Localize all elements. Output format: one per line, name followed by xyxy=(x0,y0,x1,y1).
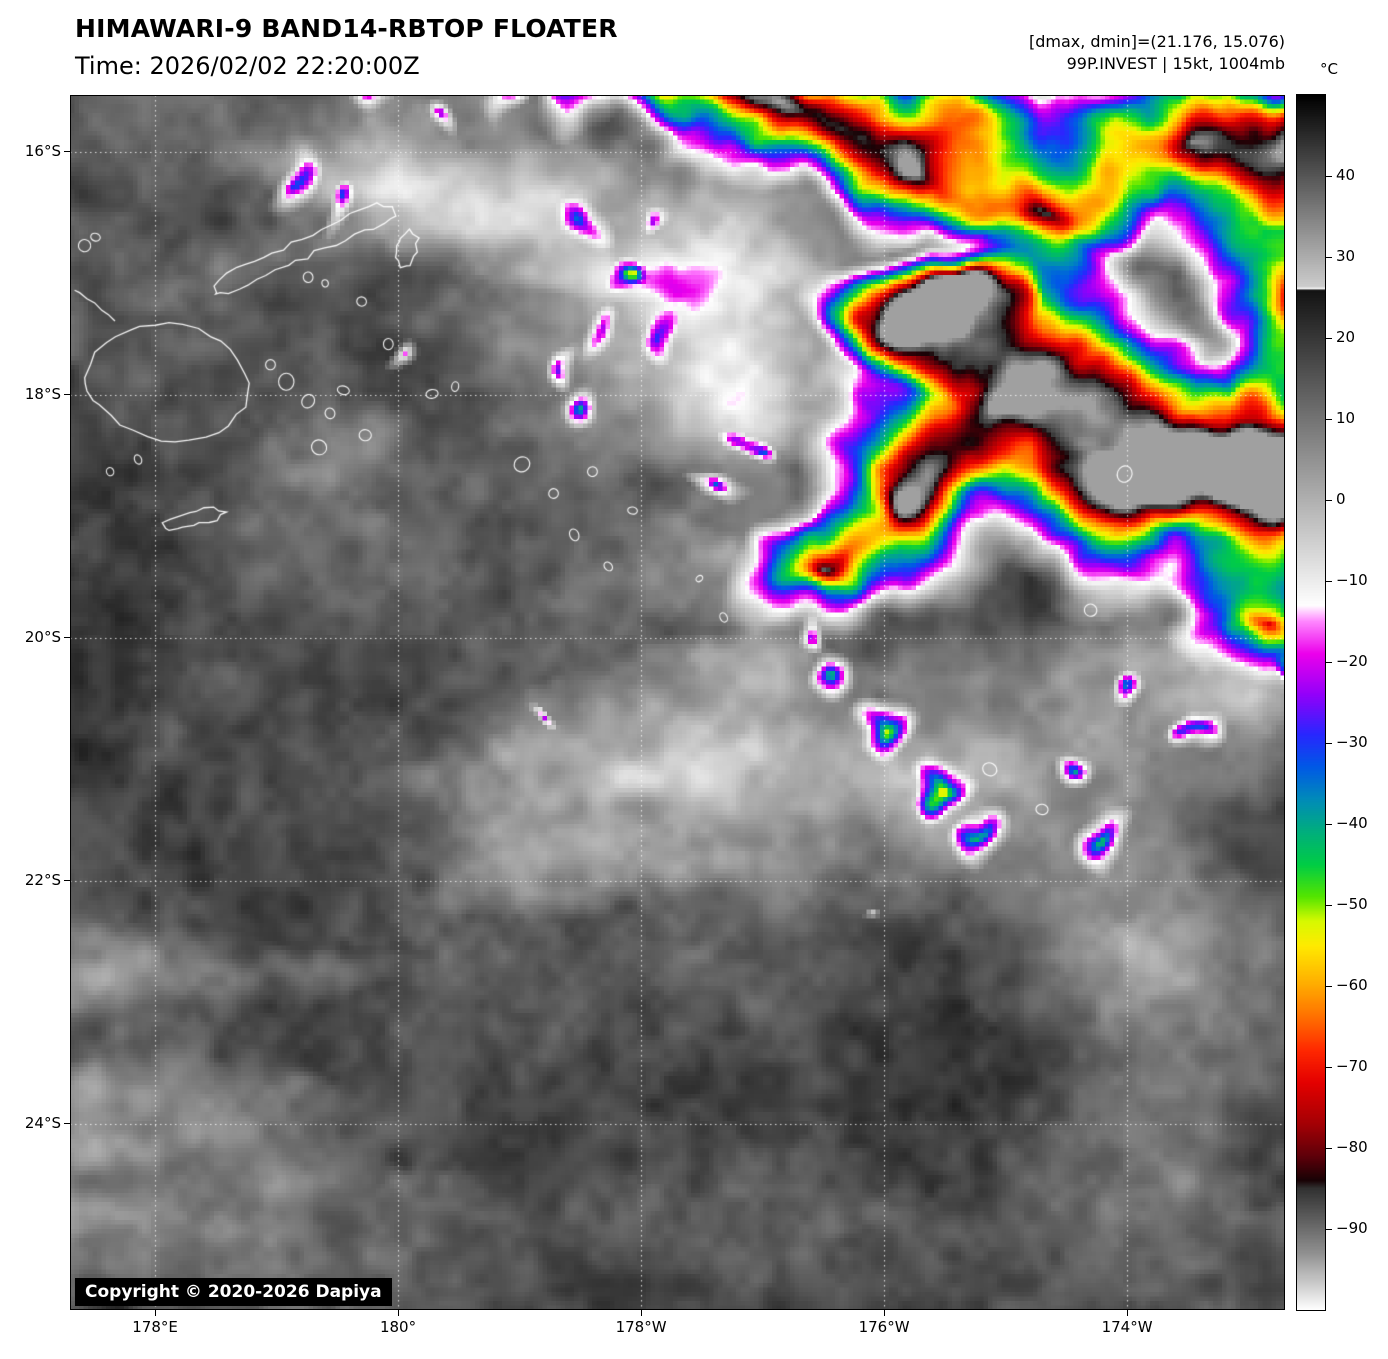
colorbar-tick-mark xyxy=(1326,1066,1332,1068)
lon-tick-mark xyxy=(883,1310,885,1316)
colorbar-tick-label: −20 xyxy=(1336,652,1368,670)
lon-axis-label: 180° xyxy=(379,1318,417,1336)
product-timestamp: Time: 2026/02/02 22:20:00Z xyxy=(75,52,420,80)
colorbar-tick-mark xyxy=(1326,1228,1332,1230)
lat-tick-mark xyxy=(64,637,70,639)
lon-axis-label: 174°W xyxy=(1101,1318,1153,1336)
lon-tick-mark xyxy=(154,1310,156,1316)
colorbar-tick-label: 30 xyxy=(1336,247,1356,265)
colorbar-tick-label: 10 xyxy=(1336,409,1356,427)
colorbar-gradient-canvas xyxy=(1297,95,1325,1310)
colorbar-tick-label: −90 xyxy=(1336,1219,1368,1237)
colorbar-tick-mark xyxy=(1326,904,1332,906)
lat-tick-mark xyxy=(64,394,70,396)
lon-axis-label: 178°E xyxy=(132,1318,178,1336)
colorbar xyxy=(1296,94,1326,1311)
lon-axis-label: 178°W xyxy=(615,1318,667,1336)
lat-tick-mark xyxy=(64,880,70,882)
lat-axis-label: 20°S xyxy=(24,627,61,646)
colorbar-tick-mark xyxy=(1326,499,1332,501)
lat-tick-mark xyxy=(64,1123,70,1125)
colorbar-tick-label: −40 xyxy=(1336,814,1368,832)
colorbar-tick-mark xyxy=(1326,418,1332,420)
dmax-dmin-annotation: [dmax, dmin]=(21.176, 15.076) xyxy=(1028,32,1285,51)
coastline-gridline-overlay-canvas xyxy=(70,95,1285,1310)
colorbar-tick-label: −50 xyxy=(1336,895,1368,913)
lat-axis-label: 22°S xyxy=(24,870,61,889)
satellite-map: Copyright © 2020-2026 Dapiya xyxy=(70,95,1285,1310)
colorbar-tick-mark xyxy=(1326,1147,1332,1149)
colorbar-tick-mark xyxy=(1326,661,1332,663)
colorbar-tick-mark xyxy=(1326,985,1332,987)
lon-tick-mark xyxy=(1126,1310,1128,1316)
colorbar-tick-label: 40 xyxy=(1336,166,1356,184)
colorbar-tick-mark xyxy=(1326,823,1332,825)
colorbar-tick-mark xyxy=(1326,580,1332,582)
product-annotations: [dmax, dmin]=(21.176, 15.076) 99P.INVEST… xyxy=(1029,31,1285,75)
colorbar-tick-mark xyxy=(1326,742,1332,744)
copyright-badge: Copyright © 2020-2026 Dapiya xyxy=(75,1278,392,1306)
colorbar-tick-label: −60 xyxy=(1336,976,1368,994)
lat-axis-label: 18°S xyxy=(24,384,61,403)
colorbar-tick-label: 20 xyxy=(1336,328,1356,346)
lat-axis-label: 16°S xyxy=(24,141,61,160)
lat-axis-label: 24°S xyxy=(24,1113,61,1132)
colorbar-tick-mark xyxy=(1326,337,1332,339)
lon-tick-mark xyxy=(397,1310,399,1316)
lat-tick-mark xyxy=(64,151,70,153)
colorbar-tick-mark xyxy=(1326,175,1332,177)
colorbar-tick-label: −30 xyxy=(1336,733,1368,751)
colorbar-tick-label: −80 xyxy=(1336,1138,1368,1156)
colorbar-tick-mark xyxy=(1326,256,1332,258)
colorbar-unit-label: °C xyxy=(1320,60,1338,78)
lon-axis-label: 176°W xyxy=(858,1318,910,1336)
colorbar-tick-label: −70 xyxy=(1336,1057,1368,1075)
product-title: HIMAWARI-9 BAND14-RBTOP FLOATER xyxy=(75,14,618,43)
colorbar-tick-label: 0 xyxy=(1336,490,1346,508)
colorbar-tick-label: −10 xyxy=(1336,571,1368,589)
lon-tick-mark xyxy=(640,1310,642,1316)
storm-info-annotation: 99P.INVEST | 15kt, 1004mb xyxy=(1066,54,1285,73)
